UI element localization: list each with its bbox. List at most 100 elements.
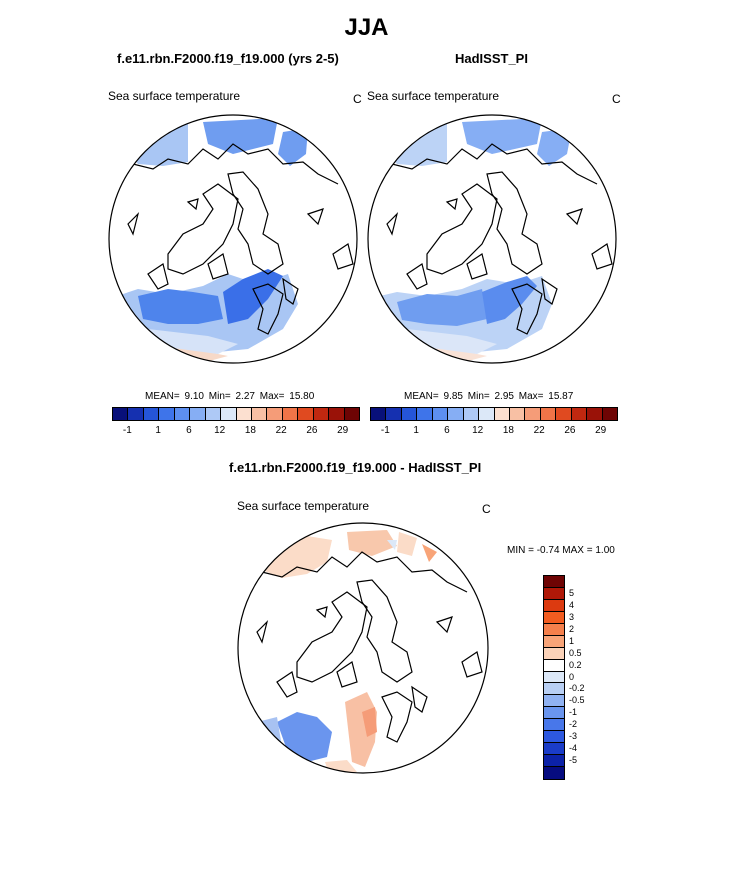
panel-2-max-value: 15.87 — [548, 391, 574, 402]
panel-1-sst-patch — [148, 329, 238, 354]
colorbar-swatch — [282, 408, 299, 420]
colorbar-tick-label: -1 — [122, 425, 132, 436]
panel-3-variable-label: Sea surface temperature — [237, 499, 370, 513]
panel-1-colorbar — [112, 407, 360, 421]
panel-3-diff-patch — [422, 544, 437, 562]
colorbar-swatch — [479, 408, 495, 420]
panel-2-mean-value: 9.85 — [443, 391, 463, 402]
panel-2-colorbar-ticks: -1 1 6 12 18 22 26 29 — [370, 425, 616, 437]
colorbar-swatch — [236, 408, 252, 420]
panel-2-min-value: 2.95 — [494, 391, 514, 402]
colorbar-swatch — [544, 719, 564, 732]
panel-2-polar-map — [367, 114, 617, 364]
panel-3-title: f.e11.rbn.F2000.f19_f19.000 - HadISST_PI — [229, 460, 482, 475]
panel-3-range-label: MIN = -0.74 MAX = 1.00 — [507, 545, 615, 556]
colorbar-tick-label: 22 — [275, 425, 287, 436]
colorbar-swatch — [417, 408, 433, 420]
panel-2-max-label: Max= — [518, 391, 544, 402]
panel-2-units: C — [612, 92, 621, 106]
panel-1-polar-map — [108, 114, 358, 364]
colorbar-level-label: 2 — [569, 623, 575, 634]
colorbar-tick-label: -1 — [380, 425, 390, 436]
panel-1-title: f.e11.rbn.F2000.f19_f19.000 (yrs 2-5) — [117, 51, 339, 66]
panel-1-sst-patch — [278, 128, 308, 166]
colorbar-swatch — [159, 408, 175, 420]
colorbar-swatch — [544, 623, 564, 636]
colorbar-swatch — [544, 767, 564, 779]
colorbar-swatch — [544, 647, 564, 660]
colorbar-tick-label: 29 — [337, 425, 349, 436]
colorbar-level-label: 0 — [569, 671, 575, 682]
colorbar-swatch — [298, 408, 314, 420]
panel-1-sst-patch — [128, 122, 188, 166]
panel-1-sst-patch — [203, 118, 278, 154]
colorbar-level-label: 0.5 — [569, 647, 582, 658]
panel-2-title: HadISST_PI — [455, 51, 528, 66]
colorbar-swatch — [544, 576, 564, 588]
colorbar-swatch — [544, 599, 564, 612]
panel-1-sst-patch — [138, 289, 223, 324]
panel-1-map-border — [108, 114, 358, 364]
panel-1-units: C — [353, 92, 362, 106]
panel-1-coastlines — [112, 143, 354, 335]
colorbar-swatch — [251, 408, 268, 420]
colorbar-level-label: -3 — [569, 731, 578, 742]
panel-2-min-label: Min= — [467, 391, 490, 402]
colorbar-swatch — [190, 408, 206, 420]
panel-3-diff-patch — [347, 530, 397, 556]
panel-1-sst-patch — [223, 269, 283, 324]
colorbar-swatch — [544, 731, 564, 744]
colorbar-swatch — [509, 408, 526, 420]
colorbar-level-label: -1 — [569, 707, 578, 718]
colorbar-swatch — [401, 408, 418, 420]
colorbar-swatch — [128, 408, 144, 420]
colorbar-swatch — [143, 408, 160, 420]
panel-2-mean-label: MEAN= — [404, 391, 439, 402]
colorbar-swatch — [544, 743, 564, 756]
colorbar-level-label: -5 — [569, 755, 578, 766]
panel-1-max-value: 15.80 — [289, 391, 315, 402]
colorbar-swatch — [544, 635, 564, 648]
colorbar-swatch — [602, 408, 617, 420]
panel-1-min-value: 2.27 — [235, 391, 255, 402]
panel-1-variable-label: Sea surface temperature — [108, 89, 241, 103]
colorbar-swatch — [113, 408, 129, 420]
colorbar-swatch — [267, 408, 283, 420]
colorbar-level-label: -2 — [569, 719, 578, 730]
colorbar-tick-label: 12 — [472, 425, 484, 436]
colorbar-level-label: 5 — [569, 587, 575, 598]
colorbar-tick-label: 1 — [413, 425, 419, 436]
panel-2-sst-patch — [407, 329, 497, 354]
colorbar-level-label: 1 — [569, 635, 575, 646]
colorbar-tick-label: 18 — [502, 425, 514, 436]
panel-1-mean-value: 9.10 — [184, 391, 204, 402]
colorbar-swatch — [544, 683, 564, 696]
panel-2-sst-patch — [482, 276, 537, 324]
colorbar-tick-label: 1 — [155, 425, 161, 436]
colorbar-level-label: -4 — [569, 743, 578, 754]
colorbar-swatch — [525, 408, 541, 420]
colorbar-swatch — [544, 587, 564, 600]
colorbar-level-label: 3 — [569, 611, 575, 622]
colorbar-swatch — [544, 755, 564, 767]
colorbar-tick-label: 29 — [595, 425, 607, 436]
colorbar-swatch — [544, 671, 564, 684]
panel-2-sst-patch — [462, 118, 542, 154]
colorbar-swatch — [587, 408, 603, 420]
panel-2-sst-patch — [397, 289, 487, 326]
colorbar-level-label: -0.5 — [569, 695, 585, 706]
colorbar-swatch — [313, 408, 330, 420]
panel-3-polar-map — [237, 522, 489, 774]
colorbar-swatch — [432, 408, 449, 420]
colorbar-level-label: 0.2 — [569, 659, 582, 670]
panel-2-sst-patch — [387, 122, 447, 166]
colorbar-swatch — [221, 408, 237, 420]
panel-2-coastlines — [371, 143, 613, 335]
panel-2-stats: MEAN= 9.85 Min= 2.95 Max= 15.87 — [404, 391, 575, 402]
colorbar-swatch — [329, 408, 345, 420]
panel-1-mean-label: MEAN= — [145, 391, 180, 402]
colorbar-swatch — [494, 408, 510, 420]
panel-2-colorbar — [370, 407, 618, 421]
panel-3-colorbar-labels: 5 4 3 2 1 0.5 0.2 0 -0.2 -0.5 -1 -2 -3 -4 -5 — [569, 575, 609, 778]
colorbar-swatch — [571, 408, 588, 420]
